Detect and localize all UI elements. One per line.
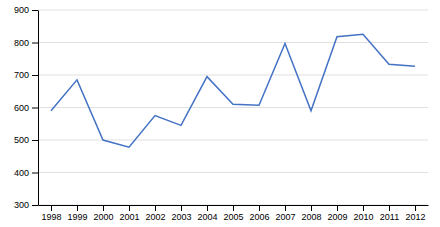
y-tick-label: 600 — [14, 103, 29, 113]
y-tick: 800 — [14, 38, 38, 48]
x-tick-mark — [155, 205, 156, 211]
x-tick-mark — [181, 205, 182, 211]
x-tick-label: 2010 — [353, 212, 373, 222]
x-tick-label: 2009 — [327, 212, 347, 222]
x-tick-mark — [311, 205, 312, 211]
x-tick-mark — [389, 205, 390, 211]
marks — [51, 34, 415, 147]
x-tick-label: 2005 — [223, 212, 243, 222]
y-axis-line — [38, 11, 39, 206]
x-tick-label: 2001 — [119, 212, 139, 222]
plot-area: 1998 1999 2000 2001 2002 2003 2004 2005 2006 2007… — [14, 5, 429, 222]
x-tick-label: 2008 — [301, 212, 321, 222]
x-tick-label: 2011 — [380, 212, 399, 222]
x-tick-mark — [51, 205, 52, 211]
x-tick-label: 1998 — [41, 212, 61, 222]
y-tick-mark — [32, 43, 38, 44]
x-tick-label: 2002 — [145, 212, 165, 222]
x-tick-label: 2007 — [275, 212, 295, 222]
x-tick: 2004 — [197, 205, 217, 222]
chart: 1998 1999 2000 2001 2002 2003 2004 2005 2006 2007… — [0, 0, 440, 227]
y-tick: 700 — [14, 70, 38, 80]
x-tick-label: 2004 — [197, 212, 217, 222]
y-tick-label: 700 — [14, 70, 29, 80]
x-tick: 2012 — [405, 205, 425, 222]
y-tick-mark — [32, 75, 38, 76]
x-tick-mark — [233, 205, 234, 211]
y-tick: 300 — [14, 200, 38, 210]
x-tick: 2003 — [171, 205, 191, 222]
x-tick-mark — [259, 205, 260, 211]
x-tick-mark — [103, 205, 104, 211]
grid-line — [38, 140, 428, 141]
y-tick: 500 — [14, 135, 38, 145]
x-tick-mark — [77, 205, 78, 211]
x-tick: 1998 — [41, 205, 61, 222]
line — [51, 34, 415, 147]
x-tick-label: 2000 — [93, 212, 113, 222]
x-tick: 2006 — [249, 205, 269, 222]
y-tick-label: 500 — [14, 135, 29, 145]
x-tick: 2000 — [93, 205, 113, 222]
y-tick-label: 900 — [14, 5, 29, 15]
x-tick-mark — [337, 205, 338, 211]
x-tick: 2011 — [380, 205, 399, 222]
grid-line — [38, 172, 428, 173]
x-tick-label: 2003 — [171, 212, 191, 222]
x-tick: 2007 — [275, 205, 295, 222]
x-tick-label: 2012 — [405, 212, 425, 222]
x-tick: 2002 — [145, 205, 165, 222]
y-tick-mark — [32, 140, 38, 141]
y-tick-mark — [32, 205, 38, 206]
x-tick-mark — [207, 205, 208, 211]
grid-line — [38, 75, 428, 76]
x-tick-mark — [129, 205, 130, 211]
x-tick-label: 1999 — [67, 212, 87, 222]
x-tick-mark — [285, 205, 286, 211]
y-axis: 300 400 500 600 700 800 900 — [14, 5, 39, 210]
x-tick: 2005 — [223, 205, 243, 222]
x-tick: 2001 — [119, 205, 139, 222]
y-tick-mark — [32, 10, 38, 11]
x-tick-mark — [415, 205, 416, 211]
x-tick: 2009 — [327, 205, 347, 222]
x-tick: 2010 — [353, 205, 373, 222]
x-tick: 2008 — [301, 205, 321, 222]
y-tick: 900 — [14, 5, 38, 15]
x-tick-label: 2006 — [249, 212, 269, 222]
y-tick-label: 400 — [14, 168, 29, 178]
x-tick-mark — [363, 205, 364, 211]
y-tick-label: 300 — [14, 200, 29, 210]
y-tick: 400 — [14, 168, 38, 178]
y-tick-label: 800 — [14, 38, 29, 48]
grid-line — [38, 107, 428, 108]
y-tick-mark — [32, 173, 38, 174]
x-axis: 1998 1999 2000 2001 2002 2003 2004 2005 2006 2007… — [39, 205, 429, 222]
x-tick: 1999 — [67, 205, 87, 222]
grid-line — [38, 10, 428, 11]
y-tick-mark — [32, 108, 38, 109]
grid — [38, 10, 428, 205]
y-tick: 600 — [14, 103, 38, 113]
